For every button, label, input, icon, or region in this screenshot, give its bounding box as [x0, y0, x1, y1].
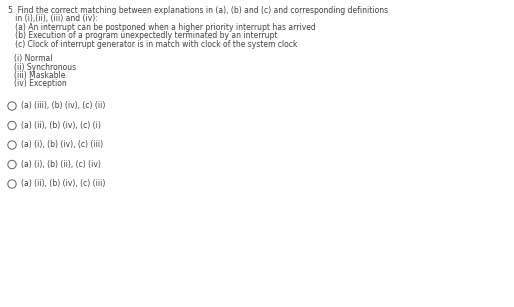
Text: (a) An interrupt can be postponed when a higher priority interrupt has arrived: (a) An interrupt can be postponed when a…	[8, 23, 316, 32]
Text: (iv) Exception: (iv) Exception	[14, 79, 67, 88]
Text: (a) (i), (b) (iv), (c) (iii): (a) (i), (b) (iv), (c) (iii)	[21, 140, 103, 149]
Text: (a) (iii), (b) (iv), (c) (ii): (a) (iii), (b) (iv), (c) (ii)	[21, 101, 105, 110]
Text: in (i),(ii), (iii) and (iv):: in (i),(ii), (iii) and (iv):	[8, 14, 98, 24]
Text: (iii) Maskable: (iii) Maskable	[14, 71, 65, 80]
Text: 5. Find the correct matching between explanations in (a), (b) and (c) and corres: 5. Find the correct matching between exp…	[8, 6, 388, 15]
Text: (c) Clock of interrupt generator is in match with clock of the system clock: (c) Clock of interrupt generator is in m…	[8, 40, 298, 49]
Text: (a) (i), (b) (ii), (c) (iv): (a) (i), (b) (ii), (c) (iv)	[21, 160, 101, 169]
Text: (i) Normal: (i) Normal	[14, 55, 52, 64]
Text: (a) (ii), (b) (iv), (c) (iii): (a) (ii), (b) (iv), (c) (iii)	[21, 179, 105, 188]
Text: (b) Execution of a program unexpectedly terminated by an interrupt: (b) Execution of a program unexpectedly …	[8, 32, 278, 41]
Text: (a) (ii), (b) (iv), (c) (i): (a) (ii), (b) (iv), (c) (i)	[21, 121, 101, 130]
Text: (ii) Synchronous: (ii) Synchronous	[14, 63, 76, 72]
